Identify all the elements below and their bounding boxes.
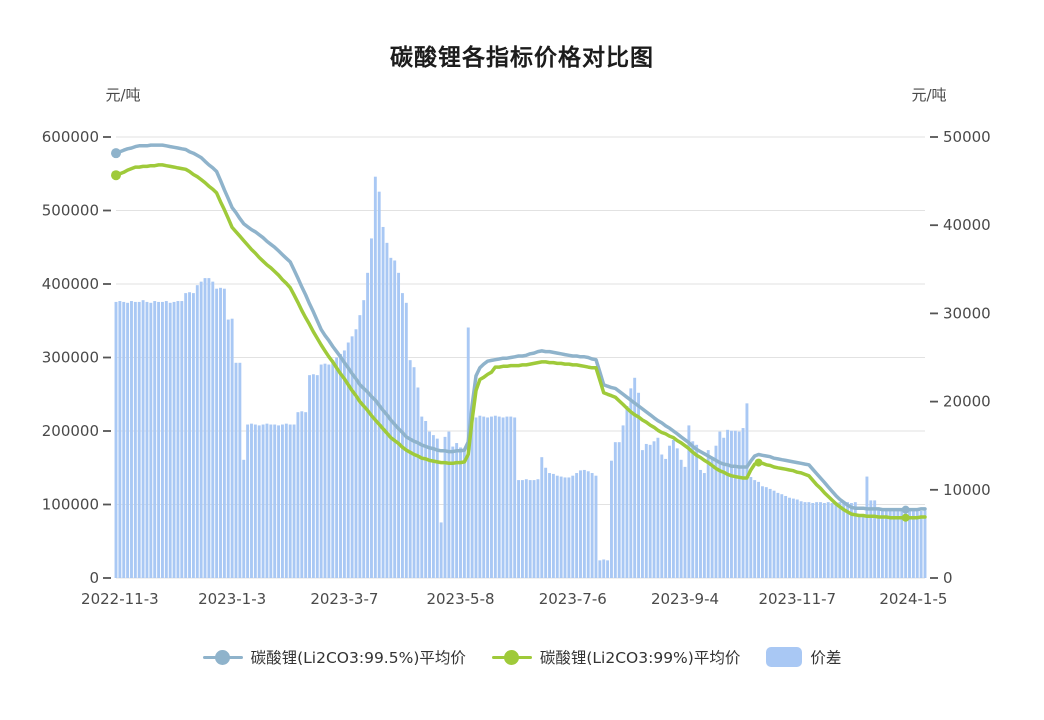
svg-text:0: 0 (943, 569, 953, 587)
svg-text:30000: 30000 (943, 304, 991, 322)
svg-text:20000: 20000 (943, 393, 991, 411)
line-point-marker (754, 458, 763, 467)
svg-text:0: 0 (89, 569, 99, 587)
price-line-995 (111, 143, 927, 514)
svg-text:2023-11-7: 2023-11-7 (758, 590, 836, 608)
line-marker-icon (202, 648, 243, 666)
svg-text:100000: 100000 (42, 496, 99, 514)
legend-item-spread[interactable]: 价差 (766, 646, 841, 668)
svg-text:2023-9-4: 2023-9-4 (651, 590, 719, 608)
svg-text:200000: 200000 (42, 422, 99, 440)
line-point-marker (111, 148, 121, 159)
legend-label: 价差 (810, 649, 842, 667)
svg-text:600000: 600000 (42, 128, 99, 146)
price-line-99 (111, 163, 927, 522)
svg-text:10000: 10000 (943, 481, 991, 499)
right-axis-tick-labels: 0 10000 20000 30000 40000 50000 (930, 128, 991, 587)
chart-legend: 碳酸锂(Li2CO3:99.5%)平均价 碳酸锂(Li2CO3:99%)平均价 … (0, 646, 1044, 668)
legend-label: 碳酸锂(Li2CO3:99.5%)平均价 (250, 649, 466, 667)
x-axis-tick-labels: 2022-11-3 2023-1-3 2023-3-7 2023-5-8 2023-7-… (81, 590, 947, 608)
line-point-marker (901, 505, 910, 514)
svg-text:2023-7-6: 2023-7-6 (539, 590, 607, 608)
left-axis-unit-label: 元/吨 (105, 86, 141, 104)
svg-text:2023-1-3: 2023-1-3 (198, 590, 266, 608)
svg-text:500000: 500000 (42, 202, 99, 220)
svg-text:400000: 400000 (42, 275, 99, 293)
left-axis-tick-labels: 0 100000 200000 300000 400000 500000 600000 (42, 128, 111, 587)
legend-label: 碳酸锂(Li2CO3:99%)平均价 (539, 649, 741, 667)
chart-title: 碳酸锂各指标价格对比图 (390, 45, 654, 71)
svg-text:50000: 50000 (943, 128, 991, 146)
line-marker-icon (491, 648, 532, 666)
svg-text:2023-3-7: 2023-3-7 (310, 590, 378, 608)
svg-text:40000: 40000 (943, 216, 991, 234)
legend-item-price-995[interactable]: 碳酸锂(Li2CO3:99.5%)平均价 (202, 646, 466, 668)
svg-text:2022-11-3: 2022-11-3 (81, 590, 159, 608)
svg-text:300000: 300000 (42, 349, 99, 367)
legend-item-price-99[interactable]: 碳酸锂(Li2CO3:99%)平均价 (491, 646, 741, 668)
svg-text:2023-5-8: 2023-5-8 (426, 590, 494, 608)
bar-swatch-icon (766, 647, 803, 667)
svg-text:2024-1-5: 2024-1-5 (879, 590, 947, 608)
line-point-marker (901, 513, 910, 522)
spread-bars (114, 176, 927, 578)
line-point-marker (111, 170, 121, 181)
right-axis-unit-label: 元/吨 (911, 86, 947, 104)
